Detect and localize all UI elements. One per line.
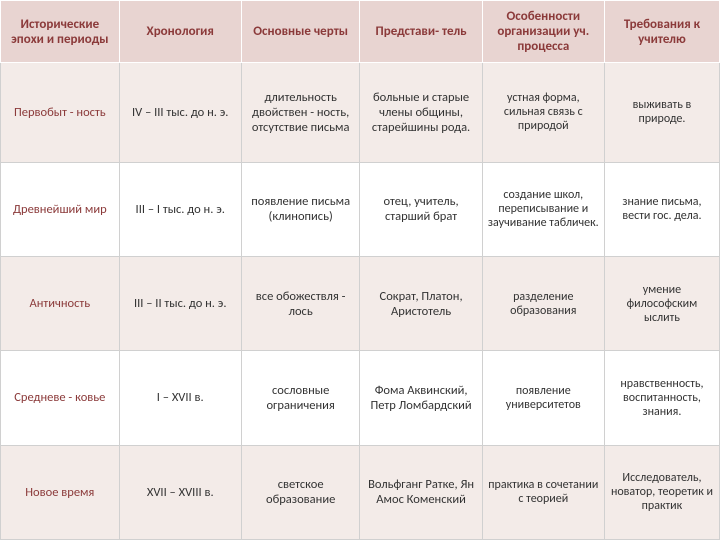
table-header-row: Исторические эпохи и периоды Хронология …	[1, 1, 720, 63]
cell-requirements: умение философским ыслить	[604, 256, 719, 350]
cell-features: появление письма (клинопись)	[241, 162, 360, 256]
cell-chronology: IV – III тыс. до н. э.	[119, 63, 241, 163]
cell-epoch: Древнейший мир	[1, 162, 120, 256]
cell-representative: больные и старые члены общины, старейшин…	[360, 63, 482, 163]
cell-org: появление университетов	[482, 351, 604, 445]
cell-features: светское образование	[241, 445, 360, 539]
cell-org: практика в сочетании с теорией	[482, 445, 604, 539]
header-chronology: Хронология	[119, 1, 241, 63]
table-body: Первобыт - ность IV – III тыс. до н. э. …	[1, 63, 720, 540]
cell-epoch: Первобыт - ность	[1, 63, 120, 163]
history-education-table: Исторические эпохи и периоды Хронология …	[0, 0, 720, 540]
cell-chronology: XVII – XVIII в.	[119, 445, 241, 539]
cell-features: все обожествля - лось	[241, 256, 360, 350]
cell-org: создание школ, переписывание и заучивани…	[482, 162, 604, 256]
header-org: Особенности организации уч. процесса	[482, 1, 604, 63]
cell-representative: Фома Аквинский, Петр Ломбардский	[360, 351, 482, 445]
table-row: Новое время XVII – XVIII в. светское обр…	[1, 445, 720, 539]
header-requirements: Требования к учителю	[604, 1, 719, 63]
cell-requirements: выживать в природе.	[604, 63, 719, 163]
cell-representative: Сократ, Платон, Аристотель	[360, 256, 482, 350]
cell-epoch: Античность	[1, 256, 120, 350]
table-row: Средневе - ковье I – XVII в. сословные о…	[1, 351, 720, 445]
cell-org: разделение образования	[482, 256, 604, 350]
cell-features: длительность двойствен - ность, отсутств…	[241, 63, 360, 163]
cell-chronology: I – XVII в.	[119, 351, 241, 445]
header-representative: Представи- тель	[360, 1, 482, 63]
cell-requirements: Исследователь, новатор, теоретик и практ…	[604, 445, 719, 539]
cell-requirements: знание письма, вести гос. дела.	[604, 162, 719, 256]
table-row: Античность III – II тыс. до н. э. все об…	[1, 256, 720, 350]
cell-chronology: III – II тыс. до н. э.	[119, 256, 241, 350]
cell-requirements: нравственность, воспитанность, знания.	[604, 351, 719, 445]
table-row: Древнейший мир III – I тыс. до н. э. поя…	[1, 162, 720, 256]
table-row: Первобыт - ность IV – III тыс. до н. э. …	[1, 63, 720, 163]
cell-representative: отец, учитель, старший брат	[360, 162, 482, 256]
cell-features: сословные ограничения	[241, 351, 360, 445]
cell-representative: Вольфганг Ратке, Ян Амос Коменский	[360, 445, 482, 539]
cell-org: устная форма, сильная связь с природой	[482, 63, 604, 163]
header-features: Основные черты	[241, 1, 360, 63]
header-epoch: Исторические эпохи и периоды	[1, 1, 120, 63]
cell-epoch: Новое время	[1, 445, 120, 539]
cell-chronology: III – I тыс. до н. э.	[119, 162, 241, 256]
cell-epoch: Средневе - ковье	[1, 351, 120, 445]
